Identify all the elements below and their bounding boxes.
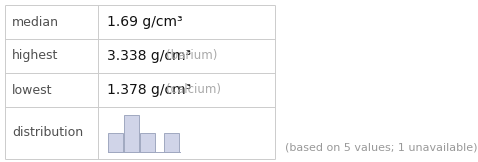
Text: distribution: distribution (12, 127, 83, 139)
Bar (164, 133, 179, 152)
Text: highest: highest (12, 50, 58, 63)
Bar (108, 133, 123, 152)
Bar (124, 115, 139, 152)
Text: 3.338 g/cm³: 3.338 g/cm³ (107, 49, 191, 63)
Text: (calcium): (calcium) (166, 83, 221, 97)
Text: (based on 5 values; 1 unavailable): (based on 5 values; 1 unavailable) (285, 142, 478, 152)
Bar (140, 133, 155, 152)
Text: median: median (12, 16, 59, 29)
Text: (barium): (barium) (166, 50, 217, 63)
Text: 1.69 g/cm³: 1.69 g/cm³ (107, 15, 183, 29)
Text: 1.378 g/cm³: 1.378 g/cm³ (107, 83, 191, 97)
Text: lowest: lowest (12, 83, 53, 97)
